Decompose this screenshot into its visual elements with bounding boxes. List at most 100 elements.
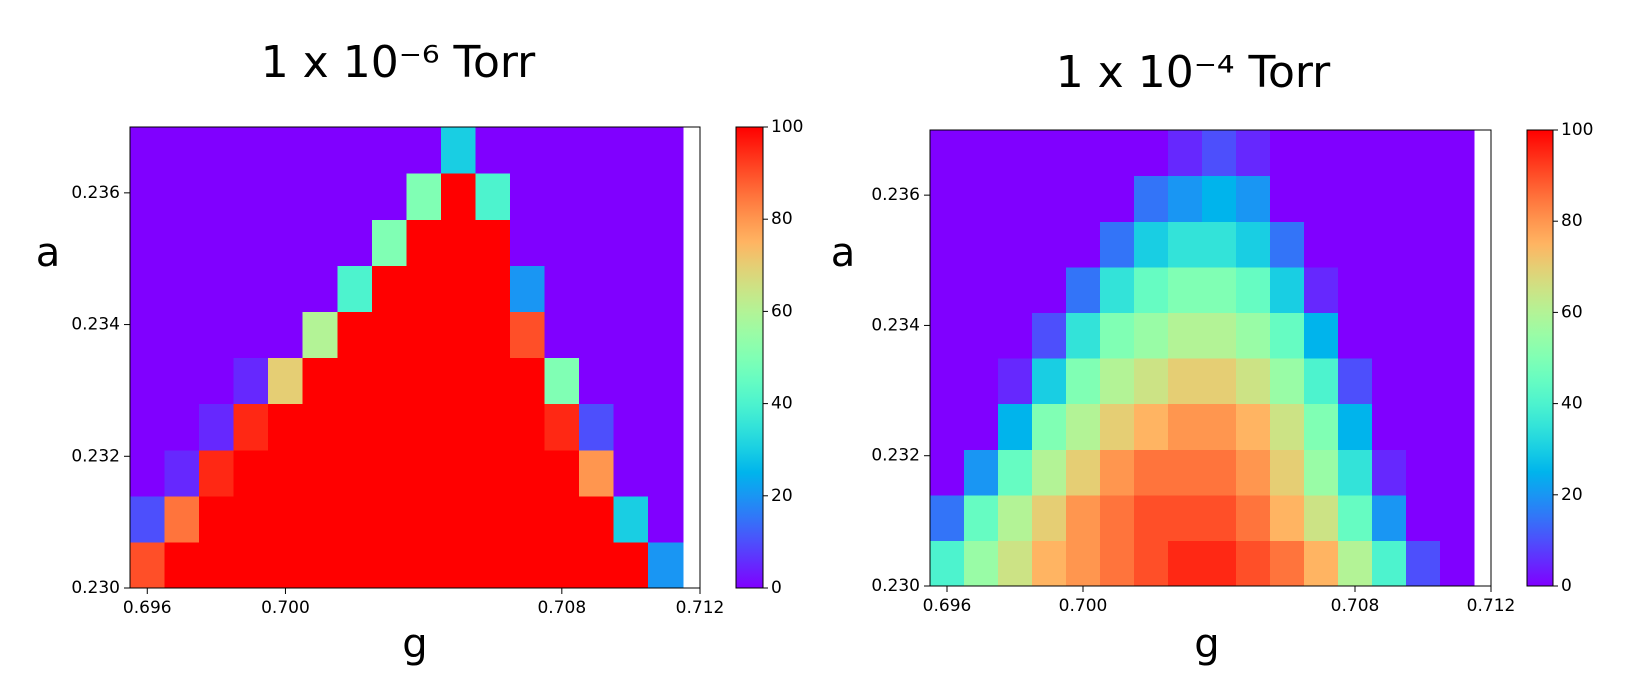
heat-cell [1202, 358, 1237, 405]
heat-cell [337, 357, 373, 405]
heat-cell [1134, 449, 1169, 496]
heat-cell [1406, 312, 1441, 359]
heat-cell [544, 219, 580, 266]
heat-cell [233, 173, 269, 220]
heat-cell [199, 311, 235, 359]
heat-cell [544, 265, 580, 312]
heat-cell [1440, 449, 1475, 496]
heat-cell [1032, 358, 1067, 405]
heat-cell [1304, 449, 1339, 496]
heat-cell [1372, 266, 1407, 313]
y-tick-label: 0.232 [71, 446, 120, 466]
heat-cell [130, 219, 166, 266]
heat-cell [1338, 130, 1373, 177]
heat-cell [1406, 403, 1441, 450]
heat-cell [1134, 266, 1169, 313]
heat-cell [613, 403, 649, 451]
heat-cell [930, 175, 965, 222]
heat-cell [268, 403, 304, 451]
heat-cell [1236, 540, 1271, 587]
plot-frame [929, 129, 1492, 587]
heat-cell [1032, 221, 1067, 268]
heat-cell [1066, 175, 1101, 222]
heat-cell [1032, 312, 1067, 359]
colorbar-tick-label: 20 [771, 486, 793, 506]
heat-cell [337, 541, 373, 589]
heat-cell [1168, 358, 1203, 405]
heat-cell [406, 357, 442, 405]
heat-cell [1338, 449, 1373, 496]
heat-cell [199, 265, 235, 312]
heat-cell [579, 403, 615, 451]
heat-cell [1304, 266, 1339, 313]
heat-cell [371, 127, 407, 174]
heat-cell [613, 265, 649, 312]
heat-cell [268, 357, 304, 405]
heat-cell [199, 127, 235, 174]
heat-cell [1134, 540, 1169, 587]
heat-cell [371, 173, 407, 220]
heat-cell [371, 541, 407, 589]
heat-cell [475, 541, 511, 589]
heat-cell [199, 449, 235, 497]
heat-cell [475, 311, 511, 359]
heat-cell [268, 541, 304, 589]
heat-cell [1100, 449, 1135, 496]
heat-cell [1236, 266, 1271, 313]
heat-cell [544, 495, 580, 543]
heat-cell [1338, 312, 1373, 359]
colorbar-tick-label: 20 [1561, 485, 1583, 505]
heat-cell [998, 494, 1033, 541]
x-tick-label: 0.708 [1331, 596, 1380, 616]
heat-cell [164, 449, 200, 497]
heat-cell [1066, 494, 1101, 541]
heat-cell [1236, 312, 1271, 359]
heat-cell [337, 219, 373, 266]
heat-cell [1372, 175, 1407, 222]
heat-cell [1236, 403, 1271, 450]
heat-cell [613, 449, 649, 497]
heat-cell [233, 357, 269, 405]
heat-cell [1406, 130, 1441, 177]
heat-cell [998, 312, 1033, 359]
heat-cell [1338, 358, 1373, 405]
x-axis-label: g [1194, 621, 1219, 667]
heat-cell [1168, 130, 1203, 177]
heat-cell [302, 311, 338, 359]
heat-cell [371, 449, 407, 497]
heat-cell [475, 173, 511, 220]
heat-cell [1440, 266, 1475, 313]
heat-cell [648, 449, 684, 497]
x-tick-label: 0.700 [261, 598, 310, 618]
chart-title: 1 x 10⁻⁴ Torr [1056, 47, 1331, 98]
heat-cell [1304, 130, 1339, 177]
heat-cell [164, 403, 200, 451]
y-tick-label: 0.230 [71, 578, 120, 598]
heat-cell [337, 265, 373, 312]
heat-cell [1134, 221, 1169, 268]
heat-cell [268, 449, 304, 497]
heat-cell [964, 221, 999, 268]
heat-cell [1236, 494, 1271, 541]
heat-cell [1304, 403, 1339, 450]
heat-cell [1372, 221, 1407, 268]
heat-cell [1270, 403, 1305, 450]
heat-cell [964, 312, 999, 359]
heat-cell [233, 495, 269, 543]
heat-cell [1236, 449, 1271, 496]
heat-cell [164, 541, 200, 589]
y-tick-label: 0.234 [71, 315, 120, 335]
heat-cell [964, 175, 999, 222]
y-axis-label: a [36, 230, 61, 276]
heat-cell [1168, 175, 1203, 222]
heat-cell [1236, 358, 1271, 405]
heat-cell [998, 221, 1033, 268]
heat-cell [337, 449, 373, 497]
heat-cell [648, 127, 684, 174]
heat-cell [130, 541, 166, 589]
heat-cell [998, 449, 1033, 496]
heat-cell [998, 266, 1033, 313]
heat-cell [440, 173, 477, 220]
heat-cell [1066, 221, 1101, 268]
